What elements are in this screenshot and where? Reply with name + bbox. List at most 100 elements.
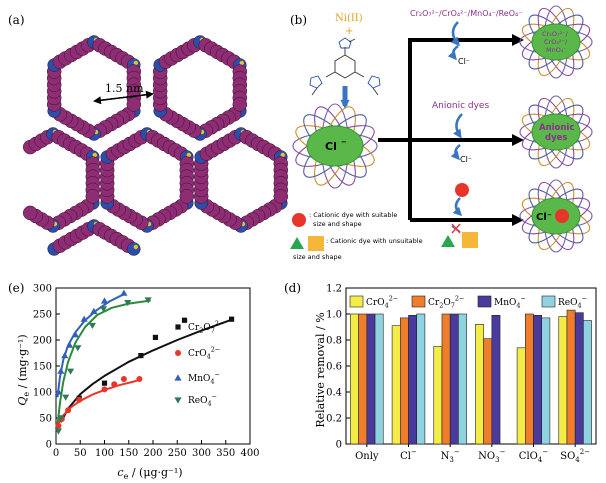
data-point xyxy=(138,353,144,359)
mid-cl-release: Cl⁻ xyxy=(460,155,472,164)
category-label: NO3− xyxy=(478,448,505,464)
top-anion-in-arrow xyxy=(450,21,460,47)
y-tick-label: 0.2 xyxy=(326,414,342,425)
category-label: Cl− xyxy=(400,448,417,462)
cation-in-arrow xyxy=(452,197,463,217)
category-label: N3− xyxy=(441,448,460,464)
legend-swatch xyxy=(477,295,492,308)
isotherm-legend-label: MnO4− xyxy=(188,371,220,386)
data-point xyxy=(57,415,65,422)
isotherm-plot-frame xyxy=(55,287,251,445)
removal-bar xyxy=(391,325,401,445)
removal-legend-item: CrO42− xyxy=(349,295,398,310)
panel-d-label: (d) xyxy=(284,281,301,295)
data-point xyxy=(174,374,182,381)
metal-atom xyxy=(133,60,138,66)
cationic-dye-circle xyxy=(455,183,469,197)
data-point xyxy=(54,428,63,435)
framework-ring xyxy=(99,127,195,233)
legend-suitable-line2: size and shape xyxy=(313,220,362,228)
category-label: SO42− xyxy=(560,448,590,464)
scale-annotation: 1.5 nm xyxy=(93,82,154,105)
linker-sphere xyxy=(126,97,142,112)
removal-bar xyxy=(533,314,542,445)
removal-bar xyxy=(516,347,526,445)
y-tick-label: 1.0 xyxy=(326,310,342,321)
y-tick-label: 1.2 xyxy=(326,284,342,295)
panel-b-adsorption-scheme: (b) Ni(II) + Cl − xyxy=(290,5,593,261)
data-point xyxy=(55,422,62,429)
arrowhead-mid xyxy=(512,134,524,146)
metal-atom xyxy=(239,60,244,66)
linker-sphere xyxy=(273,189,289,204)
removal-legend-item: Cr2O72− xyxy=(411,295,464,310)
data-point xyxy=(175,324,181,330)
node-sphere xyxy=(127,242,141,256)
isotherm-x-label: ce / (μg·g⁻¹) xyxy=(117,466,182,481)
panel-e-isotherm-chart: (e) 0 50 100 150 200 250 300 350 400 0 50 100 150 200… xyxy=(8,281,260,481)
legend-suitable-line1: : Cationic dye with suitable xyxy=(309,211,397,219)
framework-ring xyxy=(193,127,289,233)
cage-top-text-2: CrO₄²⁻/ xyxy=(544,38,568,46)
data-point xyxy=(54,388,63,395)
removal-bar xyxy=(483,338,493,445)
y-tick-label: 50 xyxy=(39,414,52,425)
anionic-dyes-label: Anionic dyes xyxy=(432,101,489,111)
framework-ring xyxy=(46,35,142,141)
y-tick-label: 250 xyxy=(33,310,52,321)
removal-bar xyxy=(350,313,359,445)
isotherm-points xyxy=(54,289,235,435)
cage-bottom: Cl⁻ xyxy=(519,179,593,253)
removal-bar xyxy=(574,312,584,445)
removal-bar xyxy=(358,313,368,445)
top-cl-release: Cl⁻ xyxy=(458,57,470,66)
metal-atom xyxy=(186,152,191,158)
legend-square-icon xyxy=(308,236,324,251)
data-point xyxy=(80,315,88,322)
fit-curve xyxy=(56,299,151,426)
data-point xyxy=(124,299,132,307)
data-point xyxy=(120,289,128,296)
removal-bar xyxy=(449,313,459,445)
removal-bar-group xyxy=(391,313,426,445)
y-tick-label: 0.8 xyxy=(326,336,342,347)
data-point xyxy=(76,396,83,403)
metal-atom xyxy=(92,152,98,158)
isotherm-legend-item: MnO4− xyxy=(174,371,220,386)
x-tick-label: 50 xyxy=(74,448,87,459)
panel-a-label: (a) xyxy=(8,13,25,27)
y-tick-label: 0.4 xyxy=(326,388,342,399)
isotherm-series xyxy=(54,297,152,435)
y-tick-label: 150 xyxy=(33,362,52,373)
cage-bottom-dye xyxy=(555,209,569,223)
hexagonal-framework-rings xyxy=(22,35,289,256)
removal-bar-group xyxy=(475,314,501,445)
data-point xyxy=(99,306,108,313)
top-cl-out-arrow xyxy=(447,45,459,61)
data-point xyxy=(90,307,98,314)
y-tick-label: 200 xyxy=(33,336,52,347)
y-tick-label: 0.6 xyxy=(326,362,342,373)
framework-ring xyxy=(152,35,248,141)
data-point xyxy=(111,381,118,388)
arrowhead-bottom xyxy=(512,214,524,226)
fit-curve xyxy=(60,318,234,423)
data-point xyxy=(65,407,72,414)
linker-sphere xyxy=(232,97,248,112)
cage-main-cl-label: Cl xyxy=(325,140,337,153)
data-point xyxy=(57,367,65,374)
data-point xyxy=(74,345,82,352)
cage-mid-text-2: dyes xyxy=(545,133,567,143)
removal-bar xyxy=(416,313,426,445)
removal-bar-group xyxy=(558,309,592,445)
removal-bar xyxy=(374,313,384,445)
removal-legend-item: MnO4− xyxy=(477,295,526,310)
cage-top: Cr₂O₇²⁻/ CrO₄²⁻/ MnO₄⁻ xyxy=(519,5,593,79)
data-point xyxy=(71,331,79,338)
legend-triangle-icon xyxy=(290,237,304,249)
y-tick-label: 0 xyxy=(46,440,52,451)
data-point xyxy=(144,297,152,304)
linker-sphere xyxy=(85,189,101,204)
isotherm-legend-label: Cr2O72− xyxy=(188,320,224,335)
